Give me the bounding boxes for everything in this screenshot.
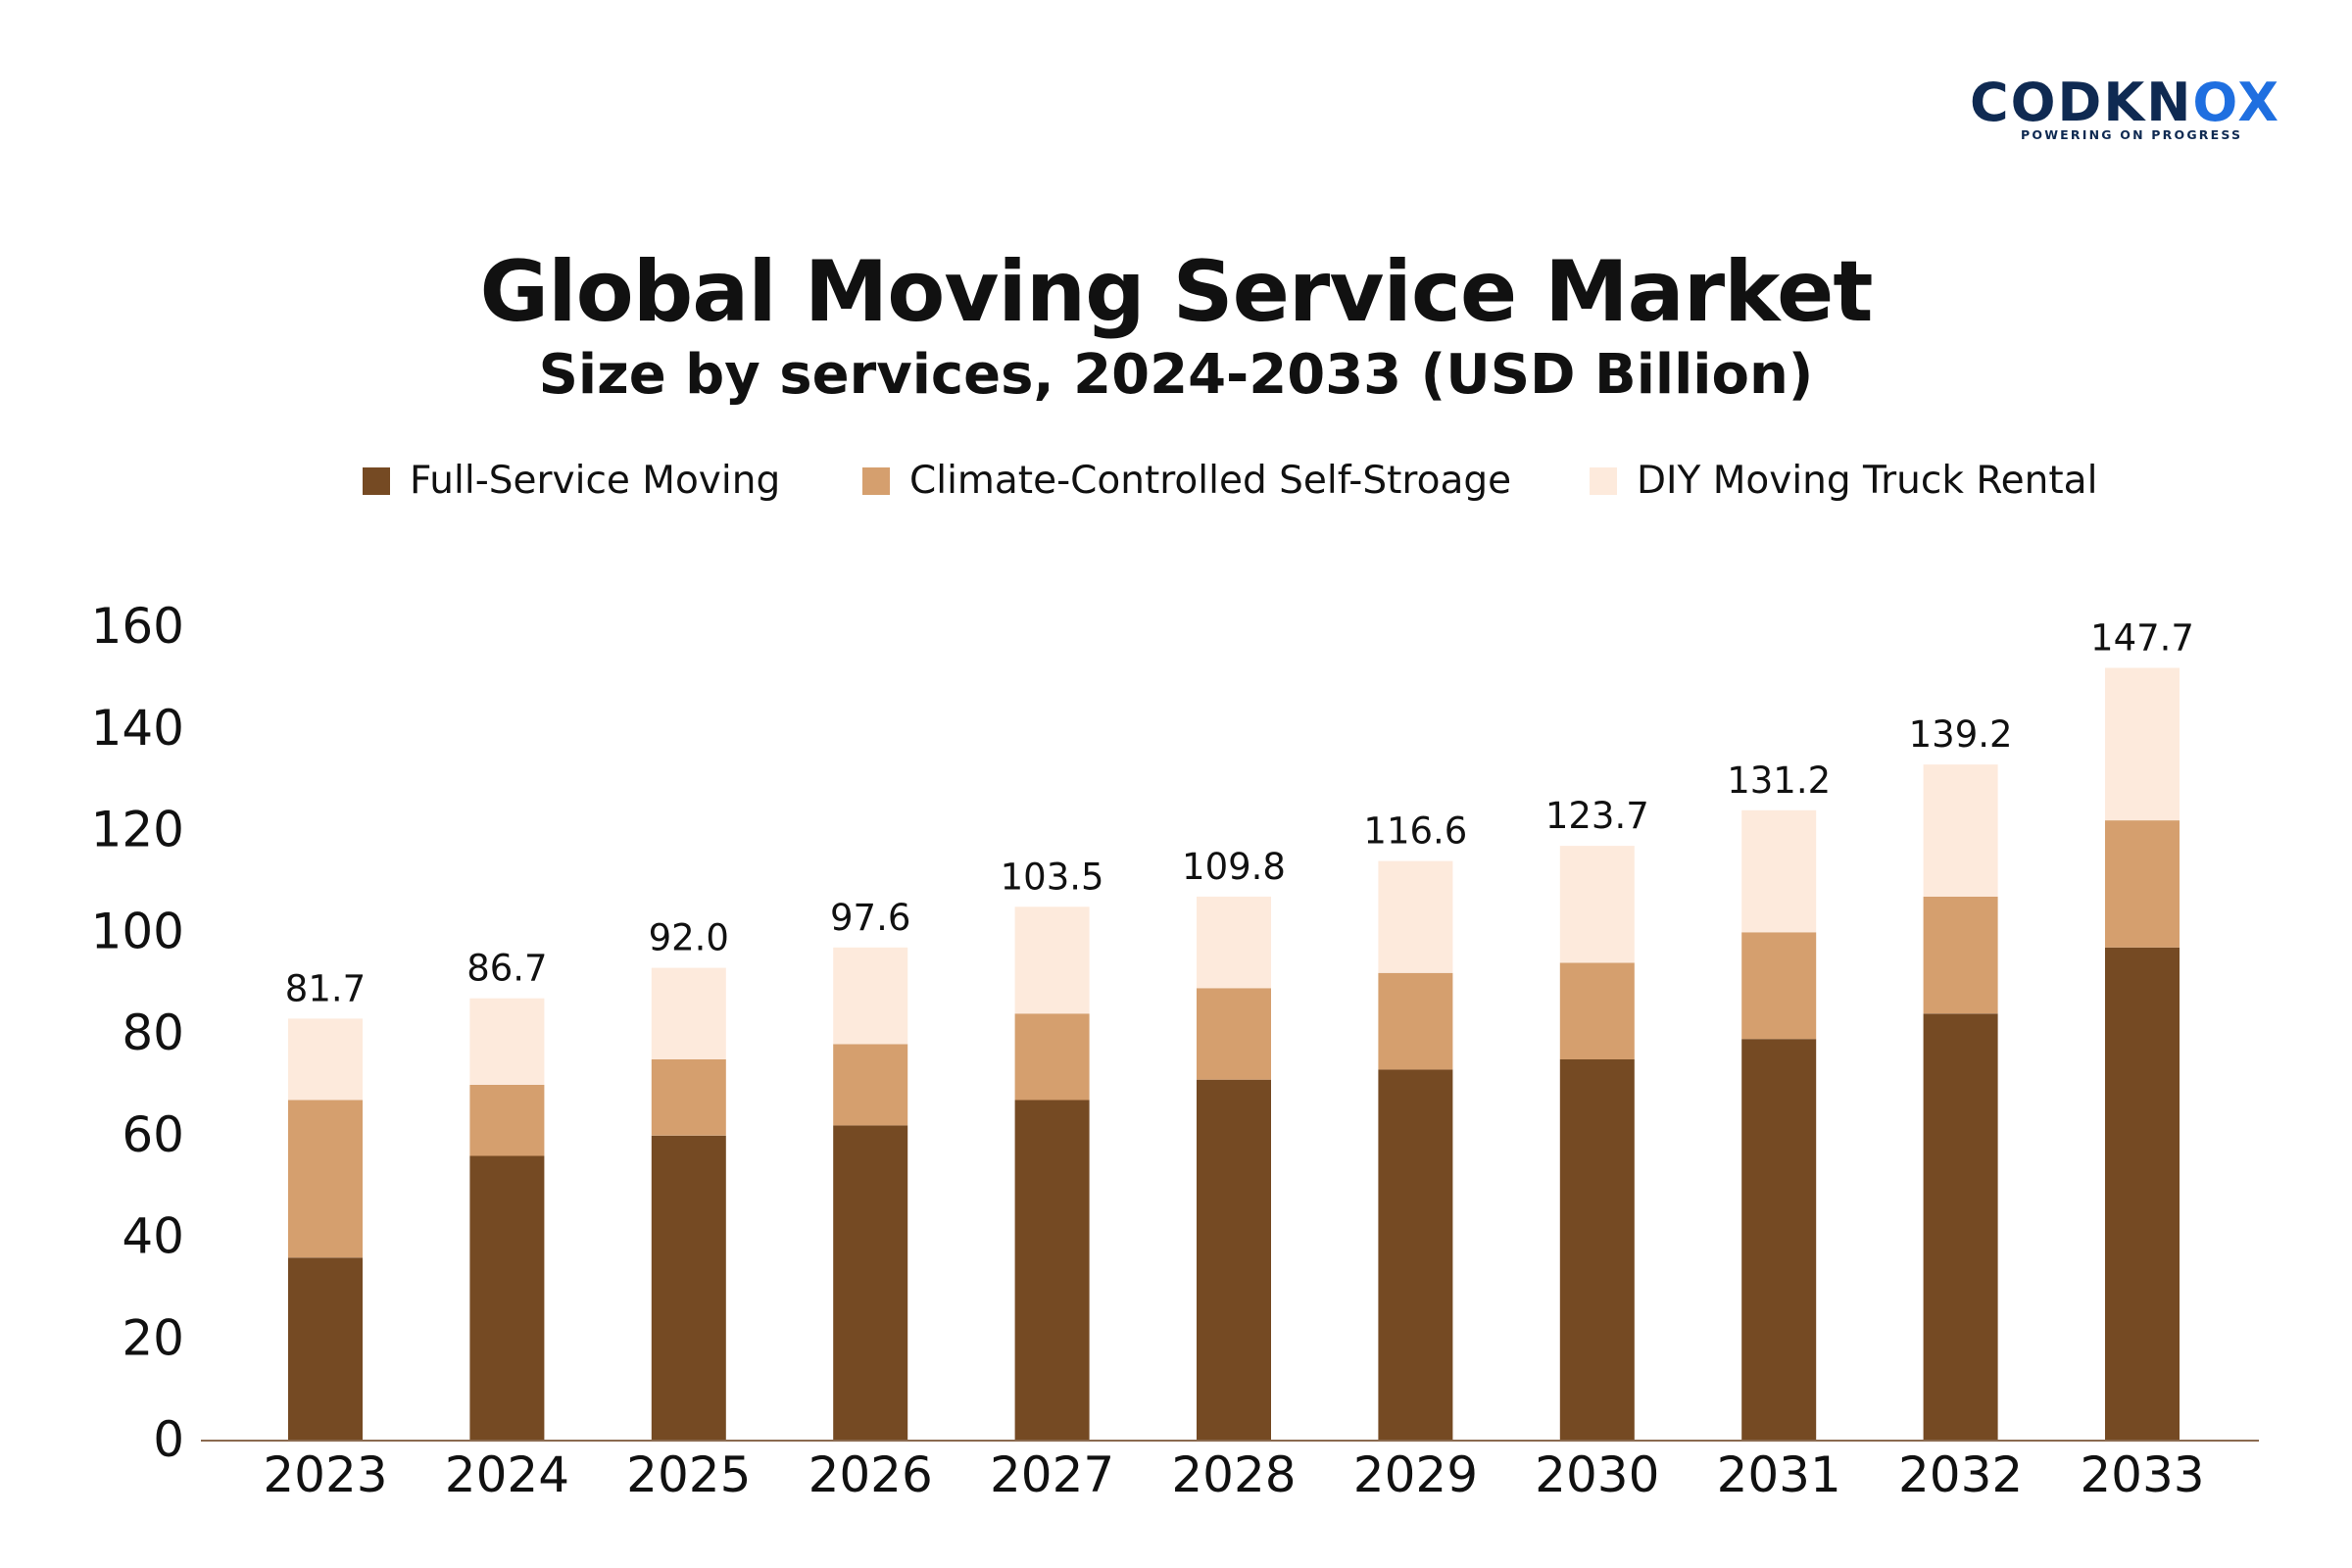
bar-segment-diy-truck-2027 (1014, 906, 1090, 1014)
bar-segment-climate-controlled-2032 (1923, 896, 1998, 1014)
bar-segment-full-service-2027 (1014, 1100, 1090, 1441)
bar-segment-climate-controlled-2024 (469, 1084, 545, 1156)
total-label-2024: 86.7 (466, 948, 547, 990)
bar-segment-climate-controlled-2026 (833, 1044, 908, 1126)
legend-item-full-service: Full-Service Moving (363, 459, 780, 503)
total-label-2027: 103.5 (1001, 856, 1104, 898)
x-tick-label-2023: 2023 (263, 1446, 387, 1503)
chart-title: Global Moving Service Market (479, 243, 1874, 341)
bar-segment-full-service-2029 (1378, 1069, 1453, 1441)
x-tick-label-2031: 2031 (1717, 1446, 1841, 1503)
bar-segment-diy-truck-2032 (1923, 764, 1998, 897)
legend-swatch-full-service (363, 466, 390, 495)
y-tick-label: 120 (91, 802, 184, 858)
x-tick-label-2028: 2028 (1171, 1446, 1296, 1503)
bar-segment-full-service-2028 (1197, 1079, 1271, 1441)
bar-segment-diy-truck-2028 (1197, 896, 1271, 989)
chart-subtitle: Size by services, 2024-2033 (USD Billion… (538, 343, 1814, 407)
bar-segment-climate-controlled-2025 (651, 1058, 726, 1136)
total-label-2028: 109.8 (1182, 846, 1286, 888)
x-tick-label-2027: 2027 (990, 1446, 1114, 1503)
legend-label-climate-controlled: Climate-Controlled Self-Stroage (909, 459, 1512, 503)
bars-group (288, 667, 2180, 1442)
x-tick-label-2033: 2033 (2080, 1446, 2204, 1503)
x-tick-label-2029: 2029 (1353, 1446, 1478, 1503)
y-tick-label: 160 (91, 598, 184, 655)
brand-logo: CODKNOX POWERING ON PROGRESS (1970, 76, 2293, 145)
x-tick-label-2025: 2025 (626, 1446, 751, 1503)
bar-segment-diy-truck-2024 (469, 998, 545, 1085)
y-tick-label: 100 (91, 903, 184, 959)
bar-segment-climate-controlled-2030 (1559, 962, 1635, 1059)
legend-swatch-diy-truck (1590, 466, 1617, 495)
total-label-2026: 97.6 (830, 897, 910, 939)
logo-wordmark: CODKNOX (1970, 72, 2281, 133)
total-label-2032: 139.2 (1909, 713, 2013, 756)
logo-tagline: POWERING ON PROGRESS (2021, 127, 2243, 142)
x-tick-label-2024: 2024 (445, 1446, 569, 1503)
x-tick-label-2032: 2032 (1898, 1446, 2023, 1503)
bar-segment-full-service-2030 (1559, 1058, 1635, 1441)
x-axis: 2023 2024 2025 2026 2027 2028 2029 2030 2031 2032… (263, 1446, 2204, 1503)
bar-segment-diy-truck-2026 (833, 947, 908, 1045)
legend-label-diy-truck: DIY Moving Truck Rental (1637, 459, 2098, 503)
bar-segment-full-service-2024 (469, 1155, 545, 1441)
total-label-2030: 123.7 (1545, 795, 1649, 837)
x-tick-label-2026: 2026 (808, 1446, 933, 1503)
bar-segment-climate-controlled-2023 (288, 1100, 363, 1258)
legend-label-full-service: Full-Service Moving (410, 459, 781, 503)
bar-segment-climate-controlled-2031 (1741, 932, 1817, 1040)
total-label-2025: 92.0 (649, 917, 729, 959)
y-tick-label: 60 (122, 1106, 184, 1163)
y-axis: 0 20 40 60 80 100 120 140 160 (91, 598, 184, 1468)
legend-item-diy-truck: DIY Moving Truck Rental (1590, 459, 2097, 503)
bar-segment-diy-truck-2029 (1378, 860, 1453, 973)
legend-swatch-climate-controlled (862, 466, 890, 495)
bar-segment-full-service-2026 (833, 1125, 908, 1441)
chart-legend: Full-Service Moving Climate-Controlled S… (0, 459, 2352, 508)
x-tick-label-2030: 2030 (1535, 1446, 1659, 1503)
y-tick-label: 80 (122, 1004, 184, 1061)
bar-segment-full-service-2025 (651, 1135, 726, 1442)
bar-segment-full-service-2033 (2105, 947, 2180, 1441)
bar-segment-climate-controlled-2029 (1378, 972, 1453, 1070)
bar-segment-diy-truck-2025 (651, 967, 726, 1059)
bar-segment-diy-truck-2033 (2105, 667, 2180, 821)
bar-segment-climate-controlled-2028 (1197, 988, 1271, 1080)
total-label-2033: 147.7 (2090, 617, 2194, 660)
bar-segment-full-service-2032 (1923, 1013, 1998, 1442)
y-tick-label: 40 (122, 1208, 184, 1265)
y-tick-label: 0 (153, 1411, 184, 1468)
y-tick-label: 140 (91, 700, 184, 757)
y-tick-label: 20 (122, 1309, 184, 1366)
bar-segment-full-service-2031 (1741, 1039, 1817, 1441)
bar-segment-diy-truck-2023 (288, 1018, 363, 1101)
total-label-2029: 116.6 (1363, 810, 1467, 853)
total-labels: 81.7 86.7 92.0 97.6 103.5 109.8 116.6 123.7 131.… (285, 617, 2194, 1010)
bar-segment-diy-truck-2031 (1741, 809, 1817, 933)
total-label-2031: 131.2 (1727, 760, 1831, 802)
bar-segment-full-service-2023 (288, 1257, 363, 1442)
legend-item-climate-controlled: Climate-Controlled Self-Stroage (862, 459, 1511, 503)
total-label-2023: 81.7 (285, 967, 366, 1009)
bar-segment-climate-controlled-2033 (2105, 820, 2180, 948)
bar-segment-climate-controlled-2027 (1014, 1013, 1090, 1101)
bar-segment-diy-truck-2030 (1559, 846, 1635, 963)
